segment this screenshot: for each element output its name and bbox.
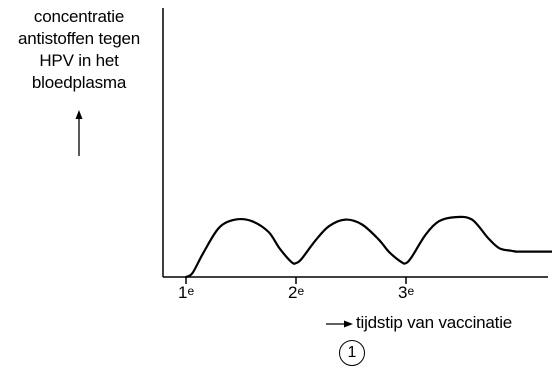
tick-label-3: 3e [398, 283, 415, 302]
x-axis-label: tijdstip van vaccinatie [356, 313, 513, 332]
y-axis-label-line: HPV in het [39, 51, 119, 70]
tick-label-2: 2e [288, 283, 305, 302]
figure-number-badge: 1 [339, 340, 365, 366]
y-arrow [75, 110, 83, 156]
tick-label-1: 1e [178, 283, 195, 302]
y-axis-label-line: concentratie [33, 7, 125, 26]
x-arrow [326, 320, 353, 328]
y-axis-label-line: antistoffen tegen [18, 29, 140, 48]
y-axis-label: concentratie antistoffen tegen HPV in he… [0, 6, 158, 94]
series-line [184, 215, 552, 279]
y-axis-label-line: bloedplasma [31, 73, 127, 92]
ticks [185, 277, 407, 284]
